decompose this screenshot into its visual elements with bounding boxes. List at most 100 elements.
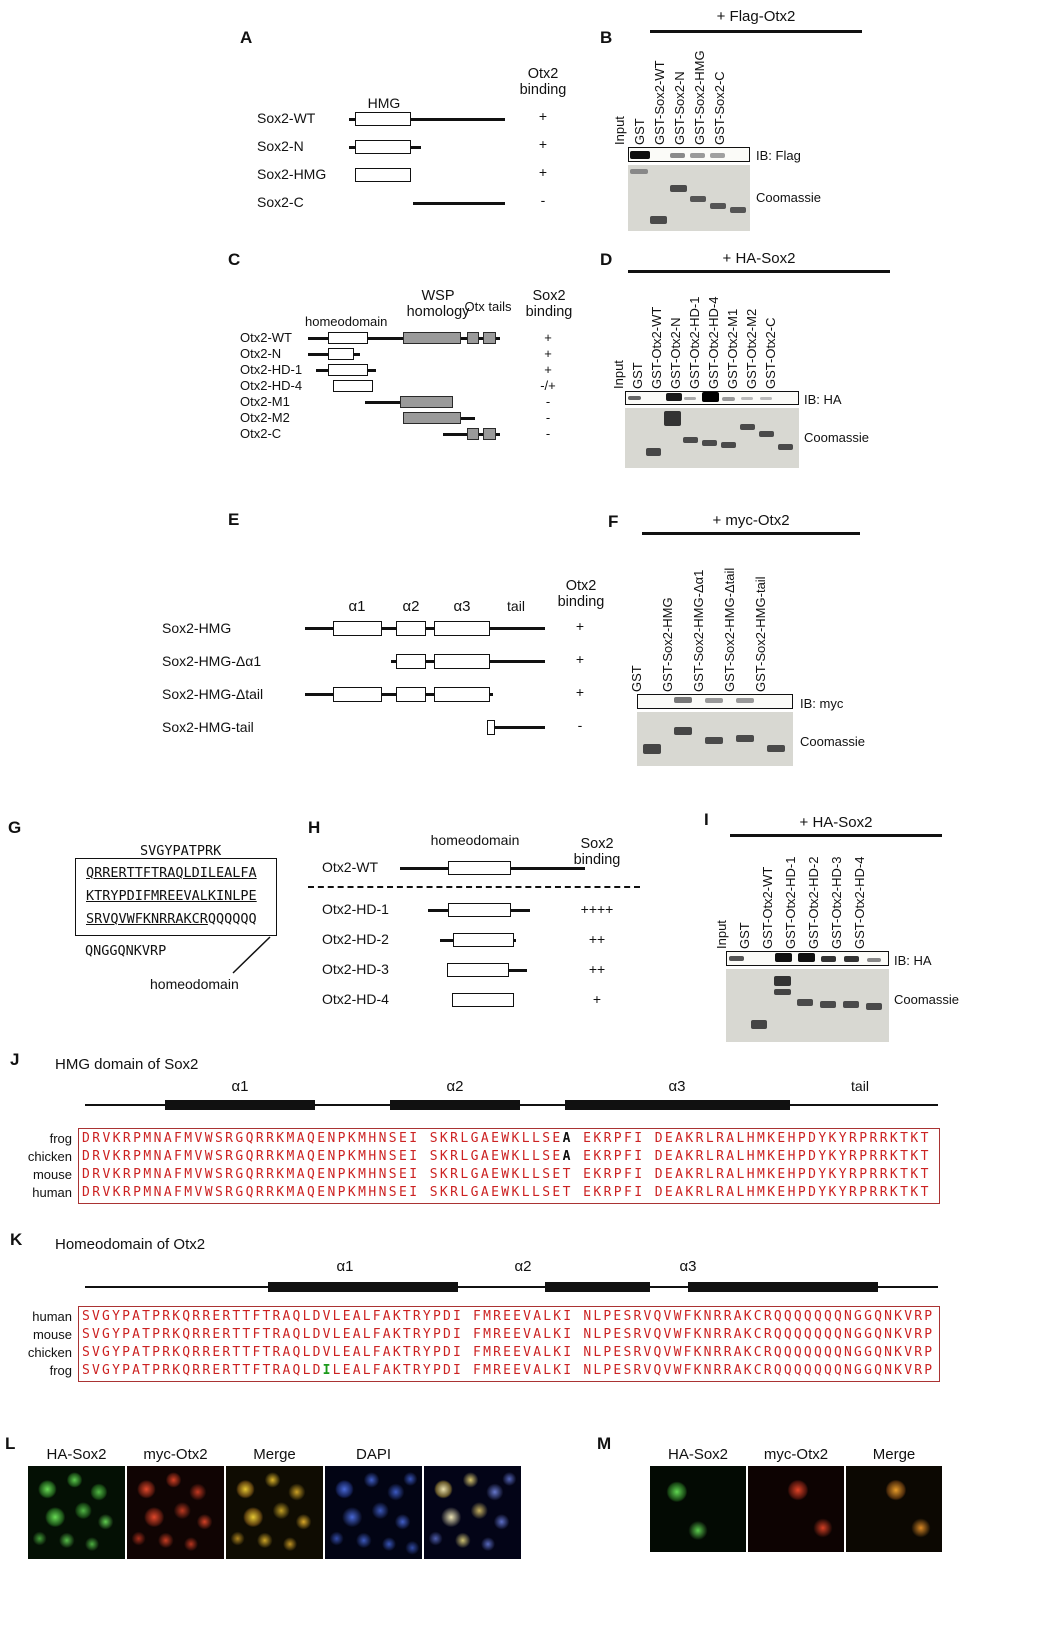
- gel-band: [736, 698, 754, 703]
- construct-label: Otx2-M1: [240, 394, 290, 409]
- gel-band: [643, 744, 661, 754]
- gel-band: [729, 956, 744, 961]
- coomassie-gel: [628, 165, 750, 231]
- helix-label-a3: α3: [668, 1078, 686, 1095]
- lane-label: GST-Sox2-HMG-Δα1: [691, 569, 706, 692]
- ib-caption: IB: Flag: [756, 148, 801, 163]
- panel-j-title: HMG domain of Sox2: [55, 1056, 199, 1073]
- lane-label: GST-Otx2-WT: [760, 866, 775, 949]
- lane-label: Input: [714, 920, 729, 949]
- binding-value: +: [575, 651, 585, 667]
- treatment-header: + Flag-Otx2: [716, 8, 796, 25]
- gel-band: [664, 411, 681, 426]
- species-label: chicken: [27, 1149, 72, 1164]
- fluorescence-image-merge-dapi: [424, 1466, 521, 1559]
- construct-label: Otx2-HD-4: [322, 991, 389, 1007]
- treatment-bar: [628, 270, 890, 273]
- sequence-line-top: SVGYPATPRK: [140, 843, 222, 859]
- construct-label: Otx2-HD-4: [240, 378, 303, 393]
- panel-k-label: K: [10, 1230, 23, 1249]
- fluorescence-image-ha-sox2: [28, 1466, 125, 1559]
- fluorescence-image-myc-otx2: [748, 1466, 844, 1552]
- otx-tail-box: [467, 332, 479, 344]
- species-label: mouse: [32, 1167, 72, 1182]
- dashed-divider: [308, 886, 640, 888]
- wsp-box: [403, 332, 461, 344]
- alpha1-bar: [165, 1100, 315, 1110]
- wsp-homology-header: WSP homology: [406, 288, 470, 320]
- construct-label: Sox2-HMG-Δtail: [162, 686, 264, 702]
- sequence-row: SVGYPATPRKQRRERTTFTRAQLDVLEALFAKTRYPDI F…: [82, 1345, 935, 1360]
- gel-band: [683, 437, 698, 443]
- gel-band: [821, 956, 836, 962]
- lane-label: GST: [632, 118, 647, 145]
- construct-label: Otx2-HD-1: [322, 901, 389, 917]
- panel-a-label: A: [240, 28, 253, 47]
- homeodomain-box: [328, 348, 354, 360]
- lane-label: GST-Otx2-HD-4: [706, 296, 721, 389]
- binding-value: +: [544, 330, 552, 345]
- homeodomain-pointer-line: [232, 936, 271, 974]
- sequence-line: KTRYPDIFMREEVALKINLPE: [86, 888, 257, 904]
- species-label: frog: [49, 1363, 72, 1378]
- construct-line: [365, 401, 410, 404]
- gel-band: [702, 392, 719, 402]
- tail-stub-box: [487, 720, 495, 735]
- tail-label: tail: [507, 598, 525, 614]
- lane-label: GST-Otx2-HD-2: [806, 856, 821, 949]
- construct-label: Sox2-HMG-Δα1: [162, 653, 262, 669]
- helix-label-a1: α1: [348, 598, 366, 615]
- fluorescence-image-merge: [226, 1466, 323, 1559]
- panel-h-label: H: [308, 818, 321, 837]
- construct-label: Sox2-HMG-tail: [162, 719, 254, 735]
- lane-label: GST-Sox2-C: [712, 71, 727, 145]
- wsp-box: [400, 396, 453, 408]
- alpha2-box: [396, 687, 426, 702]
- lane-label: GST: [630, 362, 645, 389]
- construct-label: Otx2-HD-2: [322, 931, 389, 947]
- lane-label: GST: [737, 922, 752, 949]
- species-label: human: [32, 1185, 72, 1200]
- homeodomain-box: [448, 903, 511, 917]
- construct-label: Otx2-WT: [240, 330, 292, 345]
- sequence-row: SVGYPATPRKQRRERTTFTRAQLDVLEALFAKTRYPDI F…: [82, 1327, 935, 1342]
- gel-band: [774, 976, 791, 986]
- homeodomain-box: [447, 963, 509, 977]
- homeodomain-header: homeodomain: [305, 314, 388, 329]
- coomassie-caption: Coomassie: [800, 734, 866, 749]
- construct-line: [413, 202, 505, 205]
- alpha3-box: [434, 687, 490, 702]
- lane-label: GST-Otx2-N: [668, 317, 683, 389]
- lane-label: GST-Sox2-HMG: [692, 50, 707, 145]
- ib-caption: IB: HA: [804, 392, 842, 407]
- sequence-line-bottom: QNGGQNKVRP: [85, 943, 167, 959]
- gel-band: [730, 207, 746, 213]
- alpha2-bar: [545, 1282, 650, 1292]
- construct-label: Sox2-WT: [257, 110, 316, 126]
- species-label: frog: [49, 1131, 72, 1146]
- homeodomain-header: homeodomain: [430, 832, 520, 848]
- gel-band: [674, 697, 692, 703]
- gel-band: [690, 153, 705, 158]
- homeodomain-box: [333, 380, 373, 392]
- gel-band: [721, 442, 736, 448]
- tail-label: tail: [851, 1078, 869, 1094]
- helix-label-a1: α1: [231, 1078, 249, 1095]
- channel-header: Merge: [872, 1446, 916, 1463]
- panel-i-label: I: [704, 810, 709, 829]
- treatment-header: + myc-Otx2: [712, 512, 790, 529]
- gel-band: [751, 1020, 767, 1029]
- gel-band: [628, 396, 641, 400]
- alpha1-bar: [268, 1282, 458, 1292]
- otx-tail-box: [467, 428, 479, 440]
- helix-label-a3: α3: [453, 598, 471, 615]
- binding-value: -: [577, 717, 583, 733]
- gel-band: [710, 203, 726, 209]
- gel-band: [867, 958, 881, 962]
- homeodomain-box: [448, 861, 511, 875]
- lane-label: Input: [612, 116, 627, 145]
- lane-label: GST: [629, 665, 644, 692]
- helix-label-a2: α2: [514, 1258, 532, 1275]
- construct-label: Otx2-WT: [322, 859, 378, 875]
